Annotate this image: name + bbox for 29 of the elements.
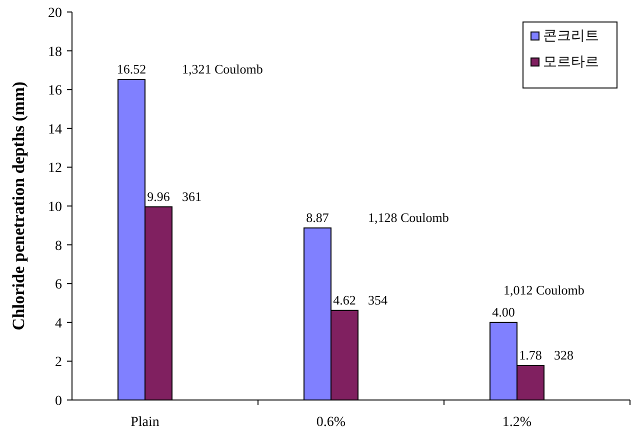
data-label: 4.00	[492, 304, 515, 320]
annotation: 361	[182, 188, 202, 204]
y-tick-label: 6	[55, 278, 62, 293]
annotation: 1,321 Coulomb	[182, 62, 263, 77]
y-tick-label: 4	[55, 316, 62, 332]
x-tick-label: 1.2%	[502, 415, 532, 430]
annotation: 328	[554, 347, 574, 362]
data-label: 4.62	[333, 292, 356, 308]
y-tick-label: 0	[55, 394, 62, 409]
x-tick-label: Plain	[130, 415, 160, 430]
data-label: 1.78	[519, 347, 542, 362]
y-tick-label: 12	[48, 161, 62, 176]
data-label: 16.52	[116, 62, 146, 77]
y-tick-label: 10	[48, 200, 62, 215]
y-tick-label: 16	[48, 84, 62, 99]
y-axis-title: Chloride penetration depths (mm)	[9, 82, 28, 330]
y-tick-label: 8	[55, 238, 62, 254]
legend-label: 콘크리트	[543, 28, 599, 44]
annotation: 1,012 Coulomb	[504, 282, 584, 298]
y-tick-label: 14	[48, 122, 62, 138]
annotation: 354	[368, 292, 388, 308]
data-label: 9.96	[147, 188, 170, 204]
x-tick-label: 0.6%	[316, 415, 346, 430]
legend-label: 모르타르	[543, 54, 599, 70]
data-label: 8.87	[306, 210, 330, 225]
annotation: 1,128 Coulomb	[368, 210, 449, 225]
y-tick-label: 18	[48, 44, 62, 60]
y-tick-label: 20	[48, 6, 62, 21]
y-tick-label: 2	[55, 355, 62, 370]
